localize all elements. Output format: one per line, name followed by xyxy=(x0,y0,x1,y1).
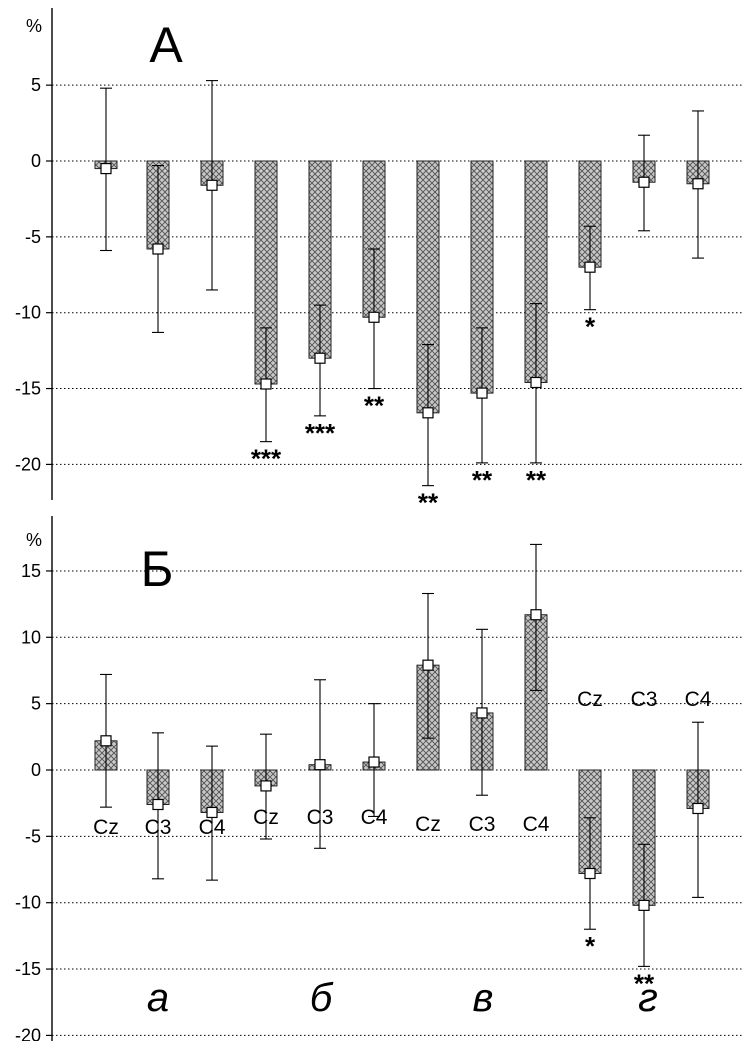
mean-marker xyxy=(638,176,650,188)
significance-label: ** xyxy=(526,465,547,495)
mean-marker xyxy=(476,387,488,399)
y-tick-label: 0 xyxy=(31,151,41,171)
significance-label: *** xyxy=(305,418,336,448)
y-tick-label: 5 xyxy=(31,694,41,714)
mean-marker xyxy=(422,659,434,671)
mean-marker xyxy=(260,780,272,792)
electrode-label: C4 xyxy=(361,806,388,829)
y-tick-label: -20 xyxy=(15,454,41,474)
panel-title: Б xyxy=(141,541,174,597)
electrode-label: C4 xyxy=(685,688,712,711)
panel-title: А xyxy=(149,17,183,73)
y-tick-label: 5 xyxy=(31,75,41,95)
significance-label: *** xyxy=(251,444,282,474)
y-tick-label: 0 xyxy=(31,760,41,780)
mean-marker xyxy=(584,867,596,880)
electrode-label: C4 xyxy=(199,816,226,839)
y-tick-label: -20 xyxy=(15,1025,41,1041)
y-tick-label: -5 xyxy=(25,826,41,846)
y-axis-label: % xyxy=(26,16,42,36)
mean-marker xyxy=(422,407,434,419)
electrode-label: C4 xyxy=(523,813,550,836)
mean-marker xyxy=(638,899,650,911)
mean-marker xyxy=(152,243,164,255)
electrode-label: C3 xyxy=(631,688,658,711)
mean-marker xyxy=(152,798,164,811)
group-label: а xyxy=(147,976,169,1020)
significance-label: * xyxy=(585,312,596,342)
electrode-label: C3 xyxy=(469,813,496,836)
mean-marker xyxy=(476,707,488,719)
group-label: г xyxy=(638,976,658,1020)
y-tick-label: -15 xyxy=(15,959,41,979)
electrode-label: Cz xyxy=(577,688,603,711)
mean-marker xyxy=(368,311,380,323)
electrode-label: Cz xyxy=(253,806,279,829)
significance-label: * xyxy=(585,931,596,961)
mean-marker xyxy=(584,261,596,273)
significance-label: ** xyxy=(418,488,439,518)
group-label: в xyxy=(473,976,494,1020)
mean-marker xyxy=(206,179,218,191)
mean-marker xyxy=(530,609,542,621)
mean-marker xyxy=(314,352,326,364)
significance-label: ** xyxy=(364,391,385,421)
mean-marker xyxy=(314,759,326,771)
group-label: б xyxy=(310,976,334,1020)
mean-marker xyxy=(100,735,112,747)
mean-marker xyxy=(100,162,112,175)
panel-a: 50-5-10-15-20% А************ *** xyxy=(15,8,744,518)
mean-marker xyxy=(260,378,272,390)
mean-marker xyxy=(368,756,380,768)
mean-marker xyxy=(692,802,704,815)
significance-label: ** xyxy=(472,465,493,495)
electrode-label: Cz xyxy=(93,816,119,839)
y-tick-label: -15 xyxy=(15,379,41,399)
y-axis-label: % xyxy=(26,530,42,550)
y-tick-label: -10 xyxy=(15,303,41,323)
mean-marker xyxy=(530,376,542,389)
y-tick-label: 15 xyxy=(21,561,41,581)
electrode-label: Cz xyxy=(415,813,441,836)
electrode-label: C3 xyxy=(145,816,172,839)
mean-marker xyxy=(206,806,218,819)
y-tick-label: -5 xyxy=(25,227,41,247)
mean-marker xyxy=(692,178,704,190)
y-tick-label: -10 xyxy=(15,893,41,913)
y-tick-label: 10 xyxy=(21,627,41,647)
significance-label: ** xyxy=(634,968,655,998)
electrode-label: C3 xyxy=(307,806,334,829)
